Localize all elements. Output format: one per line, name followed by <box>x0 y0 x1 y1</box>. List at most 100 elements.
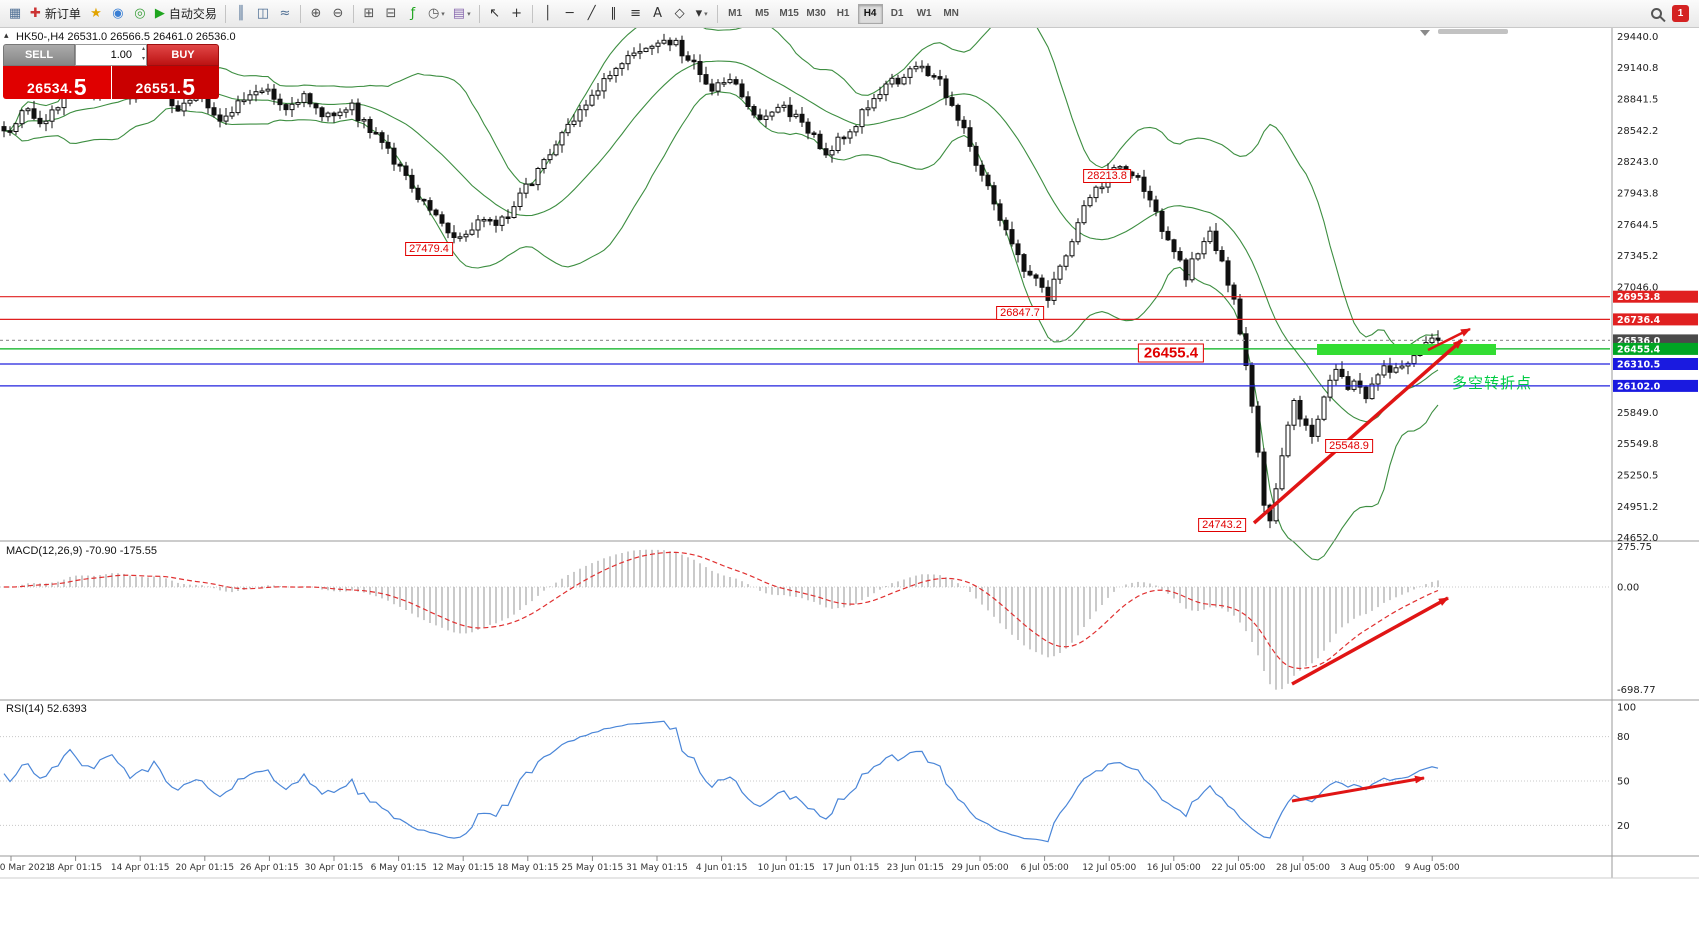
candle <box>1327 379 1333 398</box>
timeframe-h4-button[interactable]: H4 <box>857 3 883 24</box>
price-callout-26455.4[interactable]: 26455.4 <box>1137 343 1205 363</box>
tile-windows-icon[interactable]: ⊞ <box>358 3 380 25</box>
candle <box>1081 205 1087 224</box>
price-callout-28213.8[interactable]: 28213.8 <box>1083 169 1131 183</box>
time-axis-label: 10 Jun 01:15 <box>758 863 815 873</box>
candle <box>187 99 193 104</box>
timeframe-m30-button[interactable]: M30 <box>806 8 826 19</box>
candle <box>1213 230 1219 251</box>
horizontal-line-icon[interactable]: ─ <box>559 3 581 25</box>
lot-decrease-icon[interactable]: ▾ <box>141 55 145 62</box>
vertical-line-icon[interactable]: │ <box>537 3 559 25</box>
candle <box>967 127 973 147</box>
candle <box>853 126 859 133</box>
charts-icon[interactable]: ▦ <box>4 3 26 25</box>
favorites-icon[interactable]: ★ <box>85 3 107 25</box>
candle <box>523 183 529 194</box>
candle <box>685 55 691 61</box>
timeframe-mn-button[interactable]: MN <box>943 8 959 19</box>
support-zone-highlight[interactable] <box>1317 344 1496 355</box>
new-order-button[interactable]: ✚ 新订单 <box>26 3 85 25</box>
price-callout-25548.9[interactable]: 25548.9 <box>1325 439 1373 453</box>
zoom-out-icon[interactable]: ⊖ <box>327 3 349 25</box>
macd-axis-label: -698.77 <box>1617 685 1656 696</box>
bar-chart-mode-icon[interactable]: ║ <box>230 3 252 25</box>
candle <box>631 52 637 57</box>
collapse-panel-arrow[interactable]: ▴ <box>4 30 9 40</box>
price-callout-26847.7[interactable]: 26847.7 <box>996 306 1044 320</box>
line-chart-mode-icon[interactable]: ≈ <box>274 3 296 25</box>
text-tool-icon: A <box>653 6 663 21</box>
notification-badge[interactable]: 1 <box>1672 5 1689 22</box>
autotrading-button[interactable]: ▶ 自动交易 <box>151 3 221 25</box>
lot-increase-icon[interactable]: ▴ <box>141 46 145 52</box>
market-globe-icon[interactable]: ◎ <box>129 3 151 25</box>
candle <box>7 130 13 133</box>
channel-icon[interactable]: ∥ <box>603 3 625 25</box>
crosshair-icon[interactable]: + <box>506 3 528 25</box>
time-axis-label: 28 Jul 05:00 <box>1276 863 1330 873</box>
timeframe-m15-button[interactable]: M15 <box>779 8 799 19</box>
chart-hscroll-thumb[interactable] <box>1438 29 1508 34</box>
candlestick-mode-icon[interactable]: ◫ <box>252 3 274 25</box>
svg-text:26102.0: 26102.0 <box>1617 381 1661 392</box>
candle <box>31 108 37 119</box>
timeframe-m1-button[interactable]: M1 <box>728 8 743 19</box>
candle <box>469 229 475 235</box>
mql5-community-icon[interactable]: ◉ <box>107 3 129 25</box>
arrows-tool-icon[interactable]: ◇ <box>669 3 691 25</box>
timeframe-h1-button[interactable]: H1 <box>836 8 850 19</box>
candle <box>649 45 655 49</box>
candle <box>961 119 967 129</box>
candle <box>397 163 403 167</box>
cascade-windows-icon[interactable]: ⊟ <box>380 3 402 25</box>
candle <box>805 121 811 134</box>
templates-icon[interactable]: ▤ ▾ <box>449 3 475 25</box>
vertical-line-icon: │ <box>543 6 552 21</box>
candle <box>769 111 775 117</box>
price-axis-label: 25549.8 <box>1617 439 1658 450</box>
timeframe-d1-button[interactable]: D1 <box>890 8 904 19</box>
cursor-icon[interactable]: ↖ <box>484 3 506 25</box>
candle <box>1159 210 1165 232</box>
lot-size-field[interactable]: 1.00 ▴ ▾ <box>75 44 147 66</box>
candle <box>1261 451 1267 506</box>
fibonacci-icon[interactable]: ≡ <box>625 3 647 25</box>
price-tag-26736.4 <box>1613 313 1698 326</box>
candle <box>655 42 661 47</box>
price-tag-26953.8 <box>1613 290 1698 303</box>
periods-icon[interactable]: ◷ ▾ <box>424 3 449 25</box>
candle <box>373 132 379 135</box>
chart-shift-marker[interactable] <box>1420 30 1430 36</box>
text-tool-icon[interactable]: A <box>647 3 669 25</box>
candle <box>487 219 493 222</box>
objects-more-icon[interactable]: ▾ ▾ <box>691 3 713 25</box>
candle <box>1309 424 1315 437</box>
turning-point-annotation: 多空转折点 <box>1452 375 1533 392</box>
buy-price-display[interactable]: 26551. 5 <box>111 66 219 99</box>
buy-button[interactable]: BUY <box>147 44 219 66</box>
candle <box>1207 230 1213 243</box>
candlestick-mode-icon: ◫ <box>256 6 270 21</box>
price-callout-24743.2[interactable]: 24743.2 <box>1198 518 1246 532</box>
toolbar-separator <box>299 4 301 23</box>
timeframe-w1-button[interactable]: W1 <box>916 8 932 19</box>
candle <box>385 141 391 149</box>
price-callout-27479.4[interactable]: 27479.4 <box>405 242 453 256</box>
candle <box>943 78 949 99</box>
timeframe-m5-button[interactable]: M5 <box>755 8 770 19</box>
market-globe-icon: ◎ <box>134 6 146 21</box>
trendline-icon[interactable]: ╱ <box>581 3 603 25</box>
search-icon[interactable] <box>1651 8 1662 19</box>
sell-button[interactable]: SELL <box>3 44 75 66</box>
buy-price-main: 26551. <box>135 80 182 96</box>
time-axis-label: 8 Apr 01:15 <box>49 863 102 873</box>
sell-price-display[interactable]: 26534. 5 <box>3 66 112 99</box>
zoom-in-icon[interactable]: ⊕ <box>305 3 327 25</box>
candle <box>589 94 595 106</box>
indicators-icon[interactable]: ƒ <box>402 3 424 25</box>
candle <box>217 114 223 122</box>
candle <box>1387 365 1393 373</box>
time-axis-label: 22 Jul 05:00 <box>1211 863 1265 873</box>
